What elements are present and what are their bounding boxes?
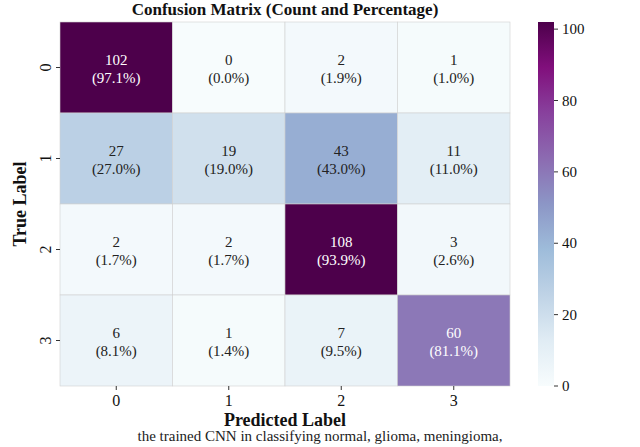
cell-percent: (2.6%) <box>433 252 474 269</box>
cell-percent: (8.1%) <box>96 343 137 360</box>
y-tick <box>56 340 60 341</box>
y-tick <box>56 67 60 68</box>
cell-count: 102 <box>105 52 128 68</box>
cell <box>60 204 173 295</box>
colorbar-tick-label: 20 <box>562 307 577 323</box>
cell-count: 2 <box>225 234 233 250</box>
cell-percent: (9.5%) <box>321 343 362 360</box>
cell <box>398 204 511 295</box>
colorbar-tick <box>554 386 558 387</box>
cell-count: 43 <box>334 143 349 159</box>
colorbar <box>538 22 554 386</box>
cell <box>398 22 511 113</box>
title: Confusion Matrix (Count and Percentage) <box>132 0 439 19</box>
cell-count: 27 <box>109 143 125 159</box>
y-tick <box>56 158 60 159</box>
cell <box>173 22 286 113</box>
cell <box>60 22 173 113</box>
cell-count: 1 <box>450 52 458 68</box>
colorbar-tick-label: 80 <box>562 93 577 109</box>
cell-count: 1 <box>225 325 233 341</box>
cell <box>398 295 511 386</box>
colorbar-tick-label: 100 <box>562 21 585 37</box>
cell-count: 6 <box>113 325 121 341</box>
cell-percent: (1.0%) <box>433 70 474 87</box>
colorbar-tick-label: 0 <box>562 378 570 394</box>
cell-count: 2 <box>113 234 121 250</box>
cell-percent: (1.7%) <box>96 252 137 269</box>
cell-count: 60 <box>446 325 461 341</box>
cell <box>173 295 286 386</box>
y-axis-label: True Label <box>10 161 30 246</box>
cell <box>285 204 398 295</box>
cell-percent: (93.9%) <box>317 252 366 269</box>
colorbar-tick-label: 60 <box>562 164 577 180</box>
cell <box>173 113 286 204</box>
colorbar-tick <box>554 243 558 244</box>
cell-percent: (1.4%) <box>208 343 249 360</box>
cell-percent: (19.0%) <box>204 161 253 178</box>
x-axis-label: Predicted Label <box>224 410 346 430</box>
colorbar-tick <box>554 100 558 101</box>
cell-count: 0 <box>225 52 233 68</box>
cell <box>285 113 398 204</box>
x-tick-label: 2 <box>337 392 345 409</box>
chart: Confusion Matrix (Count and Percentage) 1… <box>0 0 640 447</box>
x-tick <box>228 386 229 390</box>
cell <box>285 22 398 113</box>
cell-percent: (27.0%) <box>92 161 141 178</box>
caption: the trained CNN in classifying normal, g… <box>138 428 503 444</box>
cells <box>60 22 510 386</box>
cell <box>60 113 173 204</box>
cell <box>285 295 398 386</box>
x-tick <box>453 386 454 390</box>
colorbar-tick-label: 40 <box>562 235 577 251</box>
cell-count: 19 <box>221 143 236 159</box>
colorbar-tick <box>554 29 558 30</box>
y-tick-label: 0 <box>37 64 54 72</box>
y-tick <box>56 249 60 250</box>
cell-count: 108 <box>330 234 353 250</box>
cell-percent: (0.0%) <box>208 70 249 87</box>
cell <box>173 204 286 295</box>
x-tick-label: 0 <box>112 392 120 409</box>
cell-percent: (1.7%) <box>208 252 249 269</box>
cell-count: 7 <box>338 325 346 341</box>
y-tick-label: 1 <box>37 155 54 163</box>
cell-percent: (81.1%) <box>429 343 478 360</box>
cell-percent: (43.0%) <box>317 161 366 178</box>
cell-count: 2 <box>338 52 346 68</box>
colorbar-tick <box>554 171 558 172</box>
cell-count: 3 <box>450 234 458 250</box>
cell-percent: (97.1%) <box>92 70 141 87</box>
y-tick-label: 3 <box>37 337 54 345</box>
x-tick-label: 1 <box>225 392 233 409</box>
y-tick-label: 2 <box>37 246 54 254</box>
cell-percent: (1.9%) <box>321 70 362 87</box>
x-tick-label: 3 <box>450 392 458 409</box>
x-tick <box>116 386 117 390</box>
cell <box>398 113 511 204</box>
cell-labels: 102(97.1%)0(0.0%)2(1.9%)1(1.0%)27(27.0%)… <box>92 52 478 360</box>
colorbar-tick <box>554 314 558 315</box>
cell <box>60 295 173 386</box>
cell-percent: (11.0%) <box>430 161 478 178</box>
x-tick <box>341 386 342 390</box>
cell-count: 11 <box>447 143 461 159</box>
